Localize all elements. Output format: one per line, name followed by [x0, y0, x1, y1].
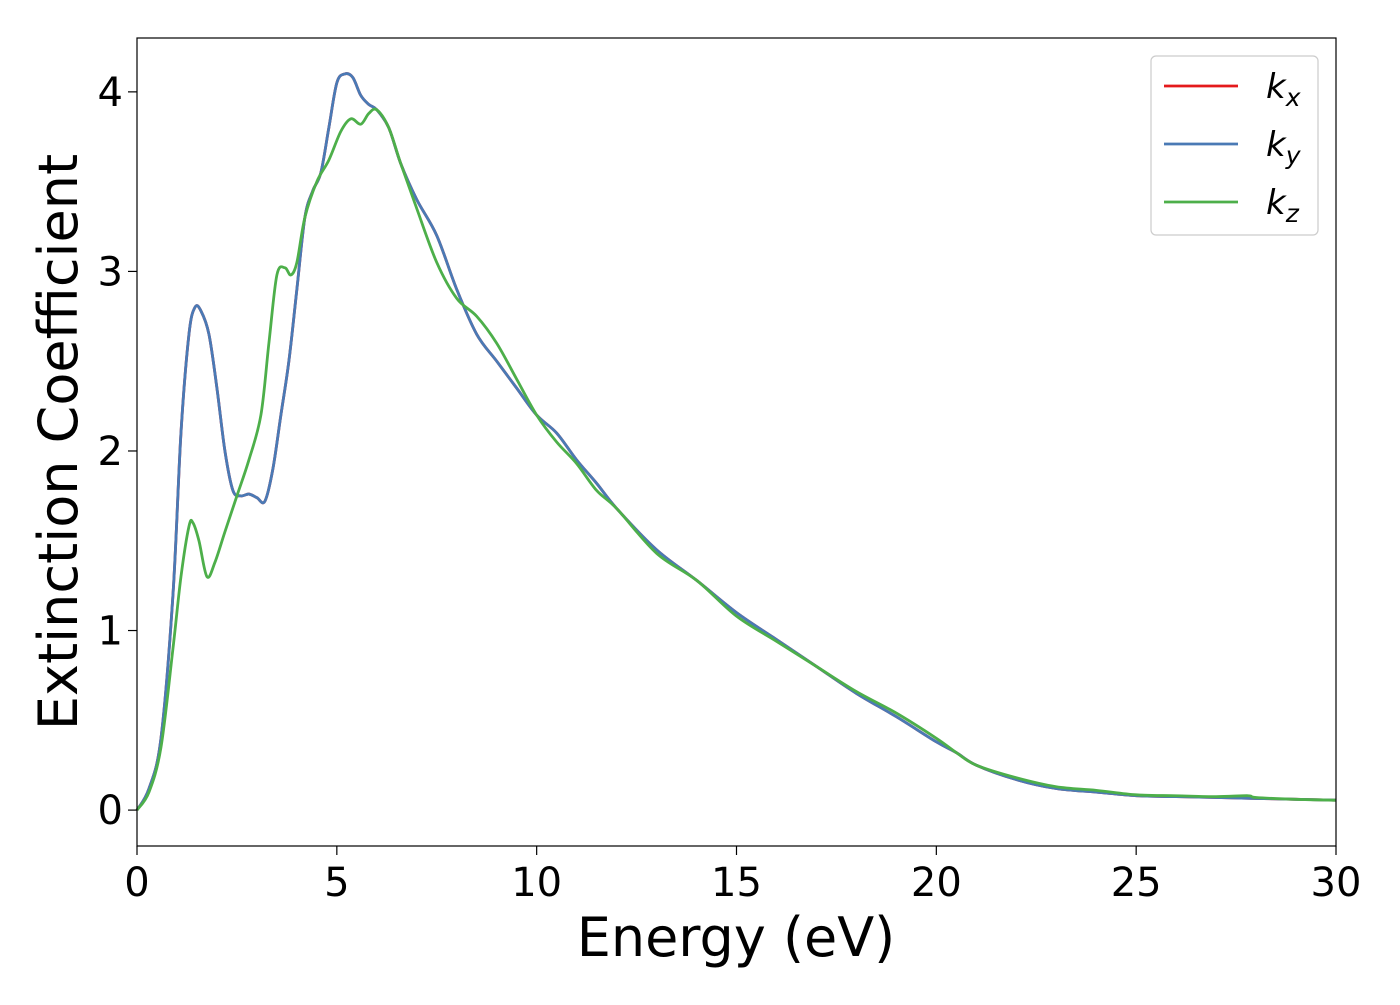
y-tick-label: 3 — [98, 249, 123, 295]
x-tick-label: 10 — [511, 860, 562, 906]
legend-label-z: kz — [1266, 183, 1300, 228]
x-axis-label: Energy (eV) — [577, 906, 896, 969]
plot-background — [137, 38, 1336, 846]
series-layer — [135, 72, 1337, 811]
y-tick-label: 0 — [98, 788, 123, 834]
x-tick-label: 15 — [711, 860, 762, 906]
x-tick-label: 0 — [124, 860, 149, 906]
y-tick-label: 2 — [98, 429, 123, 475]
y-tick-label: 1 — [98, 609, 123, 655]
x-tick-label: 30 — [1311, 860, 1362, 906]
series-line-z — [135, 107, 1337, 811]
y-tick-label: 4 — [98, 70, 123, 116]
x-axis: 0 5 10 15 20 25 30 — [124, 846, 1361, 906]
plot-frame — [136, 37, 1337, 847]
legend-label-x: kx — [1266, 67, 1301, 112]
x-tick-label: 20 — [911, 860, 962, 906]
y-axis: 0 1 2 3 4 — [98, 70, 137, 834]
x-tick-label: 25 — [1111, 860, 1162, 906]
legend-label-y: ky — [1266, 125, 1302, 170]
legend-box — [1150, 55, 1319, 236]
x-tick-label: 5 — [324, 860, 349, 906]
y-axis-label: Extinction Coefficient — [27, 154, 90, 730]
legend: kx ky kz — [1150, 55, 1319, 236]
